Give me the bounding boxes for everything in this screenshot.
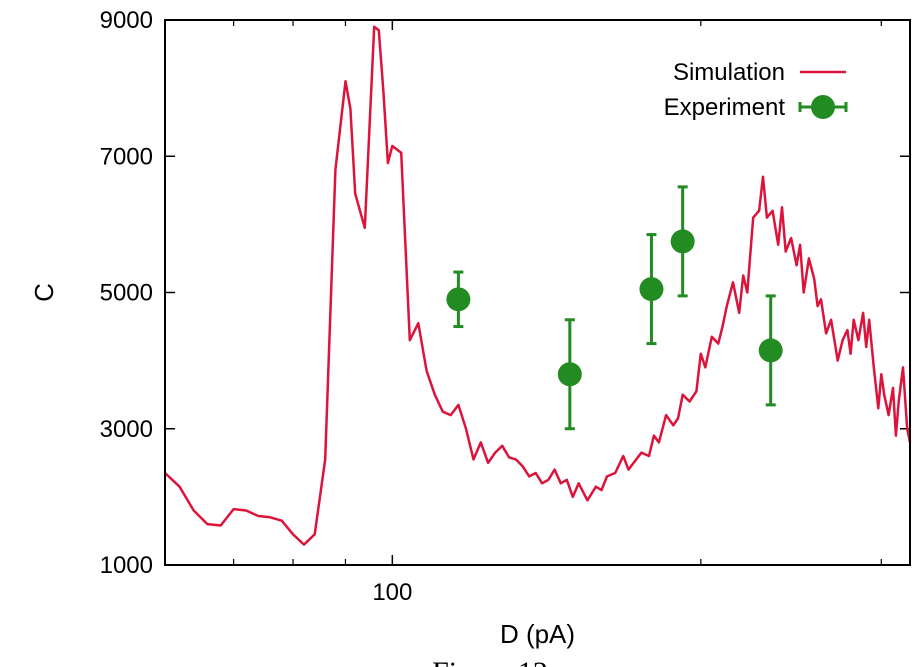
tick-labels: 1000 3000 5000 7000 9000 100 [100,7,413,606]
experiment-point [639,277,664,302]
legend-experiment-swatch [798,95,848,119]
y-tick-label: 1000 [100,552,153,579]
experiment-series [446,185,783,431]
plot-frame [164,19,911,566]
y-axis-label: C [29,283,59,302]
experiment-point [670,229,695,254]
figure-caption: Figure 12 [432,656,548,667]
y-tick-label: 9000 [100,7,153,34]
axis-ticks [164,19,910,566]
experiment-point [758,338,783,363]
legend-experiment-label: Experiment [664,94,786,121]
y-tick-label: 3000 [100,416,153,443]
x-tick-label: 100 [372,579,412,606]
y-tick-label: 5000 [100,280,153,307]
y-tick-label: 7000 [100,143,153,170]
simulation-series [164,25,912,546]
experiment-point [446,287,471,312]
legend-simulation-label: Simulation [673,59,785,86]
x-axis-label: D (pA) [500,619,575,649]
simulation-line [164,25,912,546]
experiment-point [557,362,582,387]
legend: Simulation Experiment [664,59,848,121]
legend-experiment-marker [811,95,835,119]
